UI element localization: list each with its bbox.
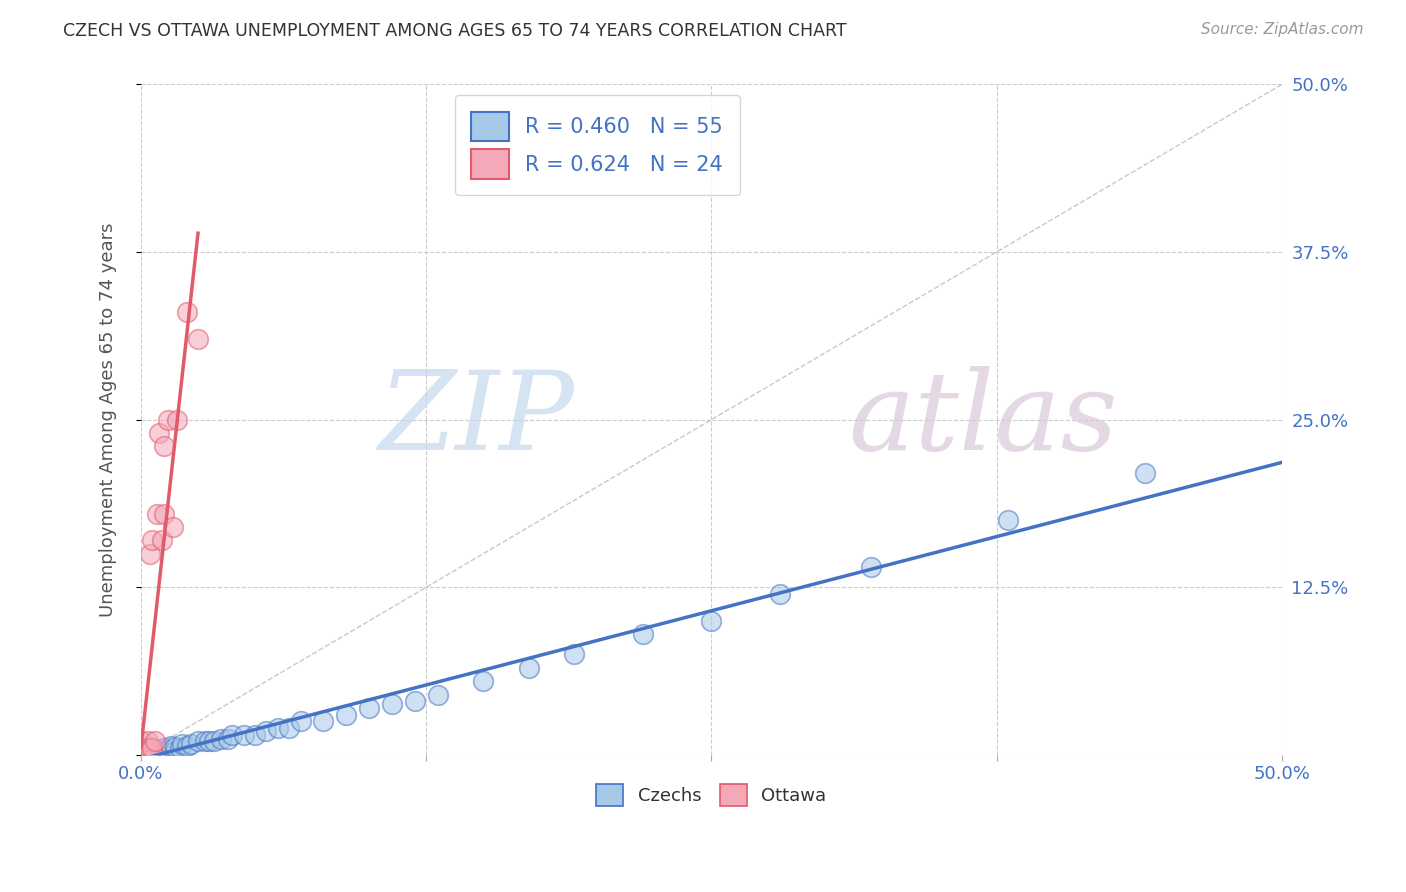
- Point: [243, 728, 266, 742]
- Point: [159, 739, 181, 753]
- Point: [769, 587, 792, 601]
- Point: [135, 747, 157, 762]
- Point: [169, 741, 191, 756]
- Point: [129, 747, 152, 762]
- Point: [180, 737, 202, 751]
- Text: CZECH VS OTTAWA UNEMPLOYMENT AMONG AGES 65 TO 74 YEARS CORRELATION CHART: CZECH VS OTTAWA UNEMPLOYMENT AMONG AGES …: [63, 22, 846, 40]
- Point: [162, 520, 184, 534]
- Point: [194, 734, 217, 748]
- Point: [152, 745, 174, 759]
- Point: [404, 694, 426, 708]
- Point: [176, 305, 198, 319]
- Point: [132, 745, 155, 759]
- Point: [176, 739, 198, 753]
- Point: [132, 747, 155, 762]
- Point: [157, 742, 180, 756]
- Point: [517, 661, 540, 675]
- Point: [141, 741, 163, 756]
- Point: [129, 734, 152, 748]
- Point: [187, 734, 209, 748]
- Point: [256, 723, 278, 738]
- Point: [129, 745, 152, 759]
- Y-axis label: Unemployment Among Ages 65 to 74 years: Unemployment Among Ages 65 to 74 years: [100, 222, 117, 617]
- Point: [221, 728, 243, 742]
- Text: ZIP: ZIP: [378, 366, 575, 474]
- Point: [187, 332, 209, 346]
- Point: [472, 674, 495, 689]
- Point: [136, 734, 159, 748]
- Point: [139, 741, 162, 756]
- Point: [129, 747, 152, 762]
- Point: [148, 426, 170, 441]
- Point: [232, 728, 254, 742]
- Point: [146, 745, 169, 759]
- Point: [290, 714, 312, 729]
- Text: Source: ZipAtlas.com: Source: ZipAtlas.com: [1201, 22, 1364, 37]
- Point: [129, 741, 152, 756]
- Point: [381, 697, 404, 711]
- Point: [141, 747, 163, 761]
- Point: [135, 745, 157, 759]
- Point: [278, 721, 301, 735]
- Point: [1133, 467, 1156, 481]
- Point: [152, 507, 174, 521]
- Point: [129, 747, 152, 762]
- Point: [217, 731, 239, 746]
- Point: [141, 744, 163, 758]
- Point: [209, 731, 232, 746]
- Point: [202, 734, 225, 748]
- Point: [157, 412, 180, 426]
- Point: [860, 560, 883, 574]
- Point: [166, 412, 188, 426]
- Point: [152, 747, 174, 762]
- Point: [139, 547, 162, 561]
- Point: [136, 747, 159, 762]
- Point: [136, 741, 159, 756]
- Text: atlas: atlas: [848, 366, 1118, 474]
- Point: [141, 741, 163, 756]
- Point: [152, 741, 174, 756]
- Point: [359, 701, 381, 715]
- Point: [148, 742, 170, 756]
- Point: [426, 688, 449, 702]
- Point: [129, 744, 152, 758]
- Point: [198, 734, 221, 748]
- Point: [267, 721, 290, 735]
- Point: [312, 714, 335, 729]
- Point: [129, 741, 152, 756]
- Point: [143, 734, 166, 748]
- Point: [335, 707, 357, 722]
- Point: [631, 627, 654, 641]
- Point: [152, 440, 174, 454]
- Point: [165, 744, 187, 758]
- Point: [170, 737, 193, 751]
- Point: [141, 747, 163, 762]
- Point: [165, 739, 187, 754]
- Point: [564, 648, 586, 662]
- Point: [146, 507, 169, 521]
- Point: [997, 513, 1019, 527]
- Point: [129, 747, 152, 762]
- Point: [150, 533, 173, 548]
- Point: [146, 747, 169, 762]
- Point: [141, 533, 163, 548]
- Point: [157, 745, 180, 759]
- Point: [135, 744, 157, 758]
- Legend: Czechs, Ottawa: Czechs, Ottawa: [589, 776, 834, 813]
- Point: [700, 614, 723, 628]
